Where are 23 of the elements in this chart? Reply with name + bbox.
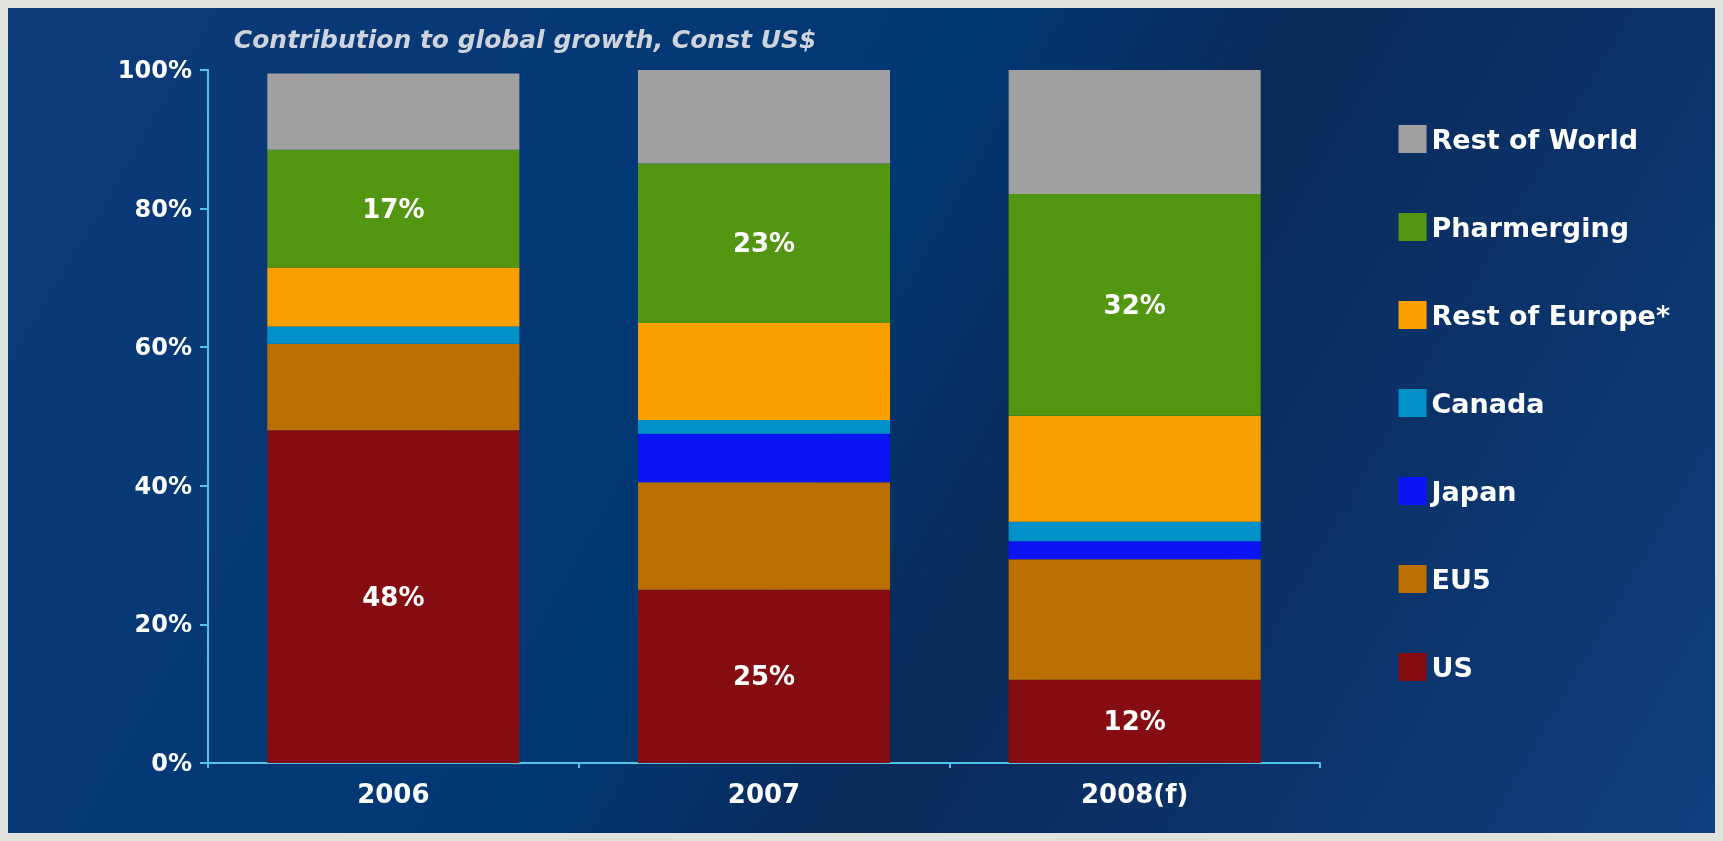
data-label: 17% [362,193,425,224]
legend-label: Rest of World [1431,123,1638,155]
data-label: 25% [732,661,796,692]
legend-label: EU5 [1431,563,1491,595]
data-label: 12% [1103,706,1166,737]
x-tick-label: 2006 [357,779,430,809]
y-tick-label: 100% [117,56,192,84]
data-label: 23% [732,228,796,259]
legend-label: US [1431,651,1473,683]
legend-label: Japan [1429,475,1517,507]
x-tick-label: 2008(f) [1080,779,1189,809]
chart-title: Contribution to global growth, Const US$ [233,25,817,54]
y-tick-label: 20% [134,610,192,639]
x-tick-label: 2007 [727,779,801,809]
y-tick-label: 0% [151,749,192,777]
legend-label: Rest of Europe* [1431,299,1670,331]
data-label: 32% [1103,289,1166,320]
y-tick-label: 60% [134,333,192,362]
legend-label: Pharmerging [1431,211,1629,243]
data-label: 48% [362,581,425,612]
y-tick-label: 80% [134,194,192,223]
legend-label: Canada [1431,387,1545,419]
y-tick-label: 40% [134,471,192,500]
